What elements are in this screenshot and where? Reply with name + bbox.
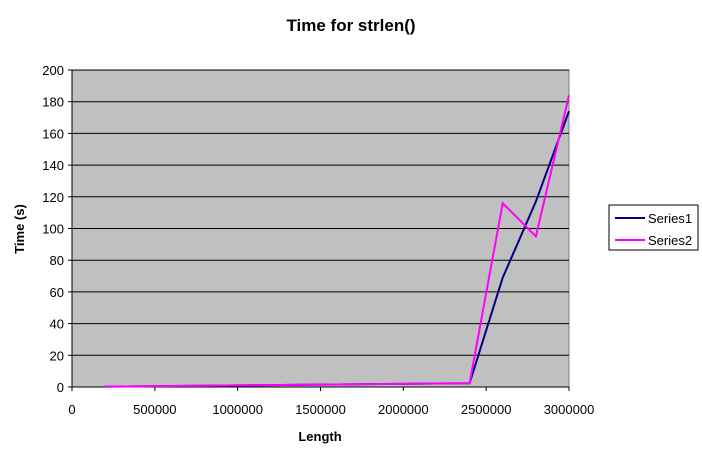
legend-label-1: Series1	[648, 211, 692, 226]
y-tick-label-8: 160	[42, 126, 64, 141]
y-tick-label-10: 200	[42, 63, 64, 78]
y-tick-label-2: 40	[50, 317, 64, 332]
x-tick-label-5: 2500000	[461, 402, 512, 417]
x-tick-label-2: 1000000	[212, 402, 263, 417]
x-tick-label-4: 2000000	[378, 402, 429, 417]
chart-title: Time for strlen()	[286, 16, 415, 35]
y-tick-label-3: 60	[50, 285, 64, 300]
legend-box	[608, 204, 699, 251]
y-tick-label-1: 20	[50, 348, 64, 363]
series-line-2	[105, 95, 570, 388]
y-tick-label-5: 100	[42, 222, 64, 237]
x-axis-title: Length	[298, 429, 341, 444]
y-axis-ticks: 0 20 40 60 80 100 120 140 160 180 200	[42, 63, 72, 395]
series-layer	[105, 95, 570, 388]
y-tick-label-9: 180	[42, 95, 64, 110]
x-tick-label-0: 0	[68, 402, 75, 417]
grid-lines	[71, 69, 569, 388]
legend: Series1 Series2	[608, 204, 699, 251]
y-tick-label-7: 140	[42, 158, 64, 173]
x-tick-label-3: 1500000	[295, 402, 346, 417]
legend-label-2: Series2	[648, 233, 692, 248]
y-tick-label-0: 0	[57, 380, 64, 395]
x-tick-label-1: 500000	[133, 402, 176, 417]
x-axis-ticks: 0 500000 1000000 1500000 2000000 2500000 30000…	[68, 387, 594, 417]
x-tick-label-6: 3000000	[544, 402, 595, 417]
y-tick-label-4: 80	[50, 253, 64, 268]
y-axis-title: Time (s)	[12, 204, 27, 254]
y-tick-label-6: 120	[42, 190, 64, 205]
